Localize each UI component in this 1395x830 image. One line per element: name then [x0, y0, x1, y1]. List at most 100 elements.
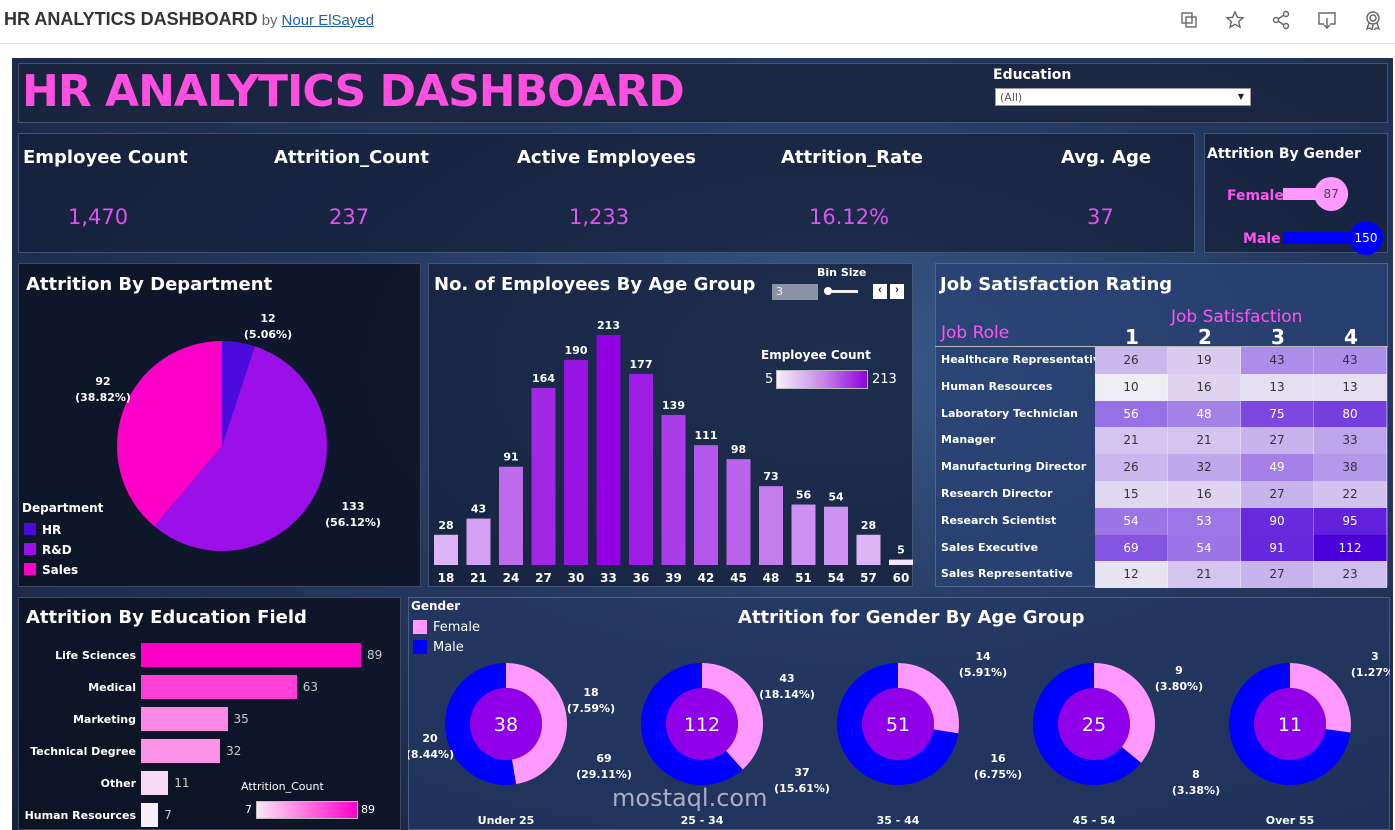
heatmap-cell[interactable]: 26	[1095, 347, 1168, 374]
donut-total: 38	[494, 714, 518, 736]
donut-female-segment[interactable]	[506, 663, 567, 785]
author-link[interactable]: Nour ElSayed	[281, 12, 375, 29]
pie-slice-hr[interactable]	[222, 341, 255, 446]
age-bar[interactable]	[466, 518, 491, 565]
star-icon[interactable]	[1225, 10, 1245, 30]
share-icon[interactable]	[1271, 10, 1291, 30]
age-bar[interactable]	[531, 387, 556, 565]
pie-slice-sales[interactable]	[116, 341, 222, 527]
heatmap-cell[interactable]: 26	[1095, 454, 1168, 482]
legend-female-swatch	[413, 620, 427, 634]
age-bar[interactable]	[564, 359, 588, 565]
copy-icon[interactable]	[1179, 10, 1199, 30]
age-tick-label: 21	[470, 571, 487, 585]
edu-bar[interactable]	[141, 771, 169, 795]
heatmap-cell[interactable]: 23	[1314, 561, 1387, 589]
heatmap-cell[interactable]: 54	[1168, 534, 1241, 562]
donut-female-segment[interactable]	[702, 663, 763, 770]
heatmap-cell[interactable]: 19	[1168, 347, 1241, 374]
heatmap-cell[interactable]: 43	[1241, 347, 1314, 374]
heatmap-cell[interactable]: 112	[1314, 534, 1387, 562]
heatmap-cell[interactable]: 33	[1314, 427, 1387, 455]
heatmap-cell[interactable]: 75	[1241, 400, 1314, 428]
heatmap-cell[interactable]: 27	[1241, 481, 1314, 508]
award-icon[interactable]	[1363, 10, 1383, 30]
age-bar[interactable]	[824, 506, 848, 565]
heatmap-cell[interactable]: 27	[1241, 427, 1314, 455]
top-bar: HR ANALYTICS DASHBOARD by Nour ElSayed	[0, 0, 1395, 44]
edu-field-label: Other	[100, 777, 136, 790]
heatmap-cell[interactable]: 16	[1168, 373, 1241, 401]
bin-next-button[interactable]: ›	[890, 284, 904, 299]
heatmap-cell[interactable]: 21	[1168, 561, 1241, 589]
download-icon[interactable]	[1317, 10, 1337, 30]
bin-size-input[interactable]: 3	[772, 284, 818, 300]
donut-male-segment[interactable]	[641, 663, 743, 785]
age-bar[interactable]	[791, 504, 816, 565]
edu-bar[interactable]	[141, 675, 297, 699]
age-bar[interactable]	[434, 534, 458, 565]
heatmap-cell[interactable]: 69	[1095, 534, 1168, 562]
heatmap-cell[interactable]: 10	[1095, 373, 1168, 401]
age-bar[interactable]	[499, 466, 523, 565]
education-filter-dropdown[interactable]: (All) ▼	[995, 88, 1251, 106]
male-value-label: 37	[794, 766, 809, 779]
heatmap-cell[interactable]: 53	[1168, 507, 1241, 535]
edu-bar[interactable]	[141, 707, 228, 731]
heatmap-cell[interactable]: 13	[1241, 373, 1314, 401]
edu-bar[interactable]	[141, 739, 221, 763]
heatmap-cell[interactable]: 32	[1168, 454, 1241, 482]
job-satisfaction-header: Job Satisfaction	[1171, 307, 1303, 327]
heatmap-cell[interactable]: 49	[1241, 454, 1314, 482]
age-bar[interactable]	[596, 335, 621, 565]
bin-prev-button[interactable]: ‹	[873, 284, 887, 299]
edu-bar[interactable]	[141, 643, 361, 667]
donut-female-segment[interactable]	[898, 663, 959, 734]
age-bar[interactable]	[694, 445, 718, 565]
donut-male-segment[interactable]	[1229, 663, 1351, 785]
age-bar[interactable]	[661, 414, 686, 565]
bin-size-slider[interactable]	[824, 287, 858, 295]
heatmap-cell[interactable]: 38	[1314, 454, 1387, 482]
male-value-label: 69	[596, 752, 611, 765]
age-bar[interactable]	[856, 534, 881, 565]
age-group-label: 25 - 34	[681, 814, 724, 827]
age-tick-label: 60	[893, 571, 910, 585]
age-bar[interactable]	[889, 559, 913, 565]
kpi-label: Attrition_Count	[274, 147, 429, 168]
edu-legend-min: 7	[245, 803, 252, 816]
heatmap-cell[interactable]: 12	[1095, 561, 1168, 589]
age-tick-label: 24	[503, 571, 520, 585]
donut-female-segment[interactable]	[1094, 663, 1155, 763]
edu-bar[interactable]	[141, 803, 159, 827]
heatmap-cell[interactable]: 80	[1314, 400, 1387, 428]
donut-male-segment[interactable]	[836, 663, 959, 785]
age-bar[interactable]	[726, 459, 751, 565]
gender-legend-title: Gender	[411, 599, 461, 613]
heatmap-cell[interactable]: 56	[1095, 400, 1168, 428]
heatmap-cell[interactable]: 21	[1095, 427, 1168, 455]
heatmap-cell[interactable]: 54	[1095, 507, 1168, 535]
donut-male-segment[interactable]	[444, 663, 517, 785]
donut-male-segment[interactable]	[1033, 663, 1142, 785]
heatmap-cell[interactable]: 90	[1241, 507, 1314, 535]
slider-thumb[interactable]	[824, 287, 832, 295]
heatmap-cell[interactable]: 95	[1314, 507, 1387, 535]
heatmap-cell[interactable]: 21	[1168, 427, 1241, 455]
male-pct-label: (29.11%)	[576, 768, 632, 781]
heatmap-cell[interactable]: 48	[1168, 400, 1241, 428]
heatmap-cell[interactable]: 22	[1314, 481, 1387, 508]
heatmap-cell[interactable]: 43	[1314, 347, 1387, 374]
gender-bar	[1283, 232, 1366, 244]
heatmap-cell[interactable]: 91	[1241, 534, 1314, 562]
legend-male-swatch	[413, 640, 427, 654]
heatmap-cell[interactable]: 15	[1095, 481, 1168, 508]
pie-slice-rd[interactable]	[154, 346, 327, 551]
age-bar[interactable]	[759, 486, 783, 565]
pie-label: (56.12%)	[325, 516, 381, 529]
age-bar[interactable]	[629, 373, 653, 565]
heatmap-cell[interactable]: 16	[1168, 481, 1241, 508]
donut-female-segment[interactable]	[1290, 663, 1351, 733]
heatmap-cell[interactable]: 27	[1241, 561, 1314, 589]
heatmap-cell[interactable]: 13	[1314, 373, 1387, 401]
